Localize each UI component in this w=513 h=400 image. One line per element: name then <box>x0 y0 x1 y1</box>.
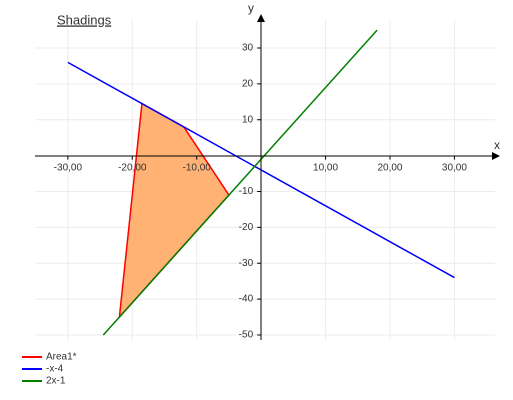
axes <box>35 14 500 340</box>
x-tick-label: 10,00 <box>313 162 338 173</box>
y-tick-label: -40 <box>239 294 254 305</box>
x-axis-label: x <box>494 138 500 152</box>
x-tick-label: -10,00 <box>183 162 212 173</box>
x-tick-label: 30,00 <box>442 162 467 173</box>
legend-label: -x-4 <box>46 364 64 375</box>
x-arrow <box>492 152 500 160</box>
x-tick-label: 20,00 <box>377 162 402 173</box>
line <box>102 29 378 336</box>
legend-label: 2x-1 <box>46 376 66 387</box>
y-arrow <box>257 14 265 22</box>
legend-label: Area1* <box>46 352 77 363</box>
y-tick-label: -10 <box>239 186 254 197</box>
y-tick-label: -50 <box>239 330 254 341</box>
y-tick-label: 30 <box>242 43 254 54</box>
y-tick-label: -20 <box>239 222 254 233</box>
x-tick-label: -30,00 <box>54 162 83 173</box>
x-tick-label: -20,00 <box>118 162 147 173</box>
y-tick-label: -30 <box>239 258 254 269</box>
y-axis-label: y <box>248 1 254 15</box>
y-tick-label: 10 <box>242 114 254 125</box>
chart-title: Shadings <box>57 12 112 27</box>
y-tick-label: 20 <box>242 79 254 90</box>
grid <box>35 20 495 340</box>
